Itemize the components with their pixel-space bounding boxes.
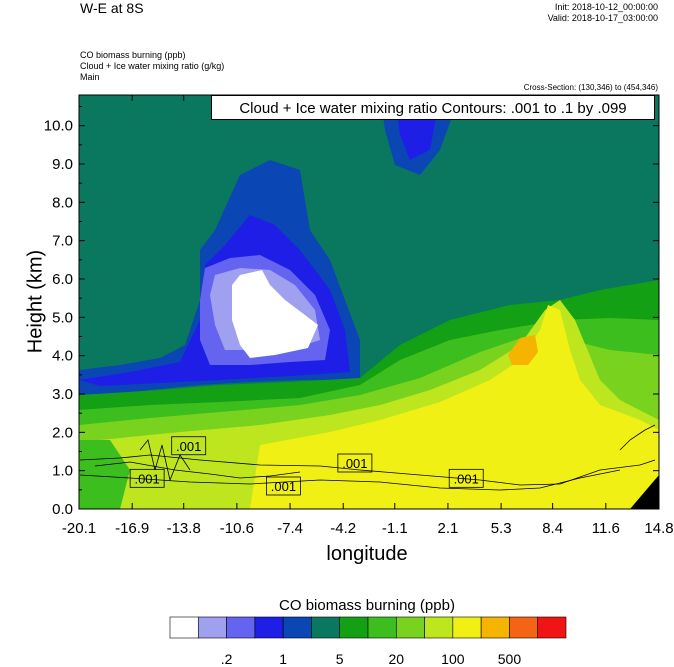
x-tick-label: 14.8 (644, 520, 673, 537)
contour-label: .001 (176, 439, 201, 454)
valid-time: Valid: 2018-10-17_03:00:00 (547, 13, 658, 23)
contour-label: .001 (271, 479, 296, 494)
colorbar-label: 20 (388, 651, 405, 667)
cloud-contours (79, 424, 656, 491)
x-tick-label: -20.1 (62, 520, 96, 537)
x-tick-label: 5.3 (491, 520, 512, 537)
init-valid-times: Init: 2018-10-12_00:00:00 Valid: 2018-10… (548, 2, 658, 24)
y-tick-label: 5.0 (52, 309, 73, 326)
colorbar-swatch (537, 616, 567, 639)
x-tick-label: 8.4 (542, 520, 563, 537)
colorbar-label: .2 (220, 651, 233, 667)
field-co: CO biomass burning (ppb) (80, 50, 186, 60)
contour-line-5 (619, 424, 656, 451)
shade-corner (630, 475, 659, 509)
cross-section-label: Cross-Section: (130,346) to (454,346) (523, 83, 658, 92)
y-tick-label: 3.0 (52, 386, 73, 403)
colorbar-swatch (169, 616, 199, 639)
contour-line-3 (94, 461, 301, 479)
y-tick-label: 4.0 (52, 348, 73, 365)
colorbar-swatch (254, 616, 284, 639)
field-main: Main (80, 72, 100, 82)
colorbar-label: 500 (497, 651, 522, 667)
colorbar-swatch (509, 616, 539, 639)
colorbar-swatch (311, 616, 341, 639)
colorbar-label: 1 (279, 651, 288, 667)
y-tick-label: 2.0 (52, 424, 73, 441)
x-axis-label: longitude (326, 543, 408, 565)
colorbar-swatch (226, 616, 256, 639)
contour-label: .001 (134, 471, 159, 486)
colorbar-swatch (367, 616, 397, 639)
y-tick-label: 0.0 (52, 501, 73, 518)
contour-line-1 (79, 454, 656, 486)
y-tick-label: 7.0 (52, 233, 73, 250)
field-description: CO biomass burning (ppb) Cloud + Ice wat… (80, 50, 224, 83)
shade-orange (508, 335, 538, 365)
colorbar-label: 5 (335, 651, 344, 667)
x-tick-label: -4.2 (330, 520, 356, 537)
colorbar-title: CO biomass burning (ppb) (279, 597, 455, 614)
colorbar-swatch (452, 616, 482, 639)
colorbar-swatch (197, 616, 227, 639)
y-tick-label: 8.0 (52, 194, 73, 211)
x-tick-label: -10.6 (220, 520, 254, 537)
colorbar-swatch (424, 616, 454, 639)
colorbar-swatch (480, 616, 510, 639)
shade-yellow (250, 305, 659, 509)
contour-info-box: Cloud + Ice water mixing ratio Contours:… (211, 95, 655, 120)
y-tick-label: 1.0 (52, 463, 73, 480)
filled-contours (79, 95, 659, 509)
y-tick-label: 10.0 (44, 118, 73, 135)
y-axis-label: Height (km) (24, 249, 47, 354)
colorbar-swatch (395, 616, 425, 639)
y-tick-label: 9.0 (52, 156, 73, 173)
x-tick-label: -16.9 (115, 520, 149, 537)
x-tick-label: -7.4 (277, 520, 303, 537)
shade-white (232, 270, 318, 358)
shade-low-green (79, 440, 130, 509)
colorbar-swatch (339, 616, 369, 639)
colorbar-label: 100 (441, 651, 465, 667)
contour-label-box (266, 476, 301, 496)
field-cloud: Cloud + Ice water mixing ratio (g/kg) (80, 61, 225, 71)
contour-label-box (448, 468, 484, 488)
contour-label-box (171, 436, 207, 456)
x-tick-label: 2.1 (438, 520, 459, 537)
plot-title: W-E at 8S (80, 0, 144, 16)
contour-labels: .001 .001 .001 .001 .001 (129, 436, 484, 496)
contour-label-box (337, 453, 373, 473)
contour-label-box (129, 468, 165, 488)
y-tick-label: 6.0 (52, 271, 73, 288)
contour-label: .001 (454, 471, 479, 486)
x-tick-label: 11.6 (592, 520, 620, 537)
init-time: Init: 2018-10-12_00:00:00 (554, 2, 658, 12)
y-axis: 0.0 1.0 2.0 3.0 4.0 5.0 6.0 7.0 8.0 9.0 10.0 (44, 106, 659, 518)
contour-label: .001 (342, 456, 367, 471)
colorbar (169, 616, 567, 639)
x-tick-label: -1.1 (382, 520, 408, 537)
x-tick-label: -13.8 (167, 520, 201, 537)
colorbar-swatch (282, 616, 312, 639)
